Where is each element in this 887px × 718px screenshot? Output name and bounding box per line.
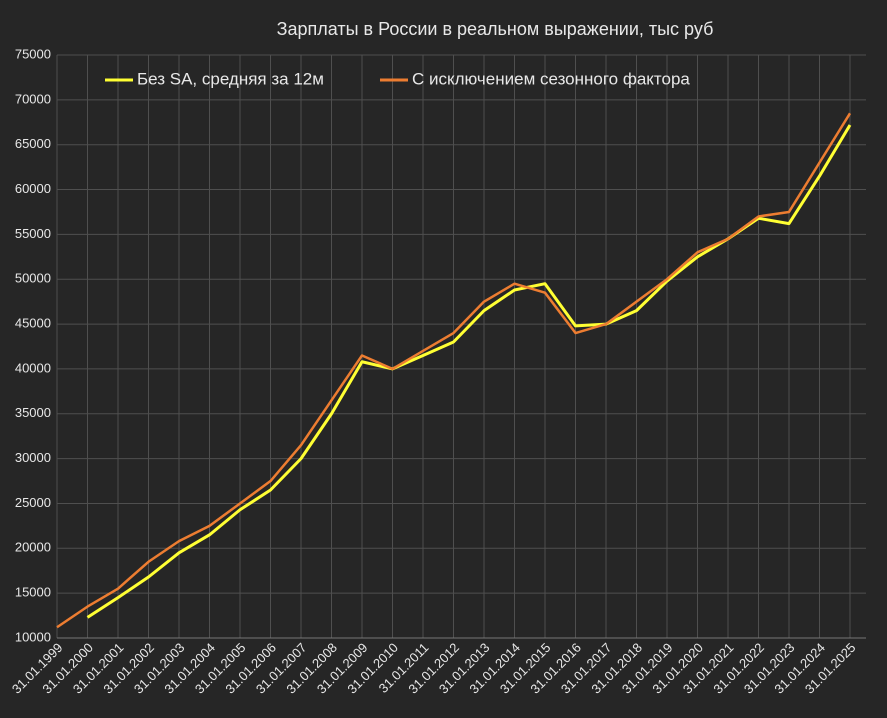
legend-label: С исключением сезонного фактора xyxy=(412,69,690,88)
y-tick-label: 65000 xyxy=(15,136,51,151)
y-tick-label: 35000 xyxy=(15,405,51,420)
series-line xyxy=(56,112,852,629)
y-tick-label: 60000 xyxy=(15,181,51,196)
y-tick-label: 15000 xyxy=(15,585,51,600)
chart-title: Зарплаты в России в реальном выражении, … xyxy=(277,19,714,39)
y-tick-label: 50000 xyxy=(15,271,51,286)
y-tick-label: 30000 xyxy=(15,450,51,465)
y-tick-label: 45000 xyxy=(15,316,51,331)
y-tick-label: 55000 xyxy=(15,226,51,241)
y-tick-label: 20000 xyxy=(15,540,51,555)
legend-label: Без SA, средняя за 12м xyxy=(137,69,324,88)
y-tick-label: 10000 xyxy=(15,629,51,644)
y-tick-label: 40000 xyxy=(15,360,51,375)
y-tick-label: 25000 xyxy=(15,495,51,510)
y-tick-label: 75000 xyxy=(15,46,51,61)
y-tick-label: 70000 xyxy=(15,91,51,106)
